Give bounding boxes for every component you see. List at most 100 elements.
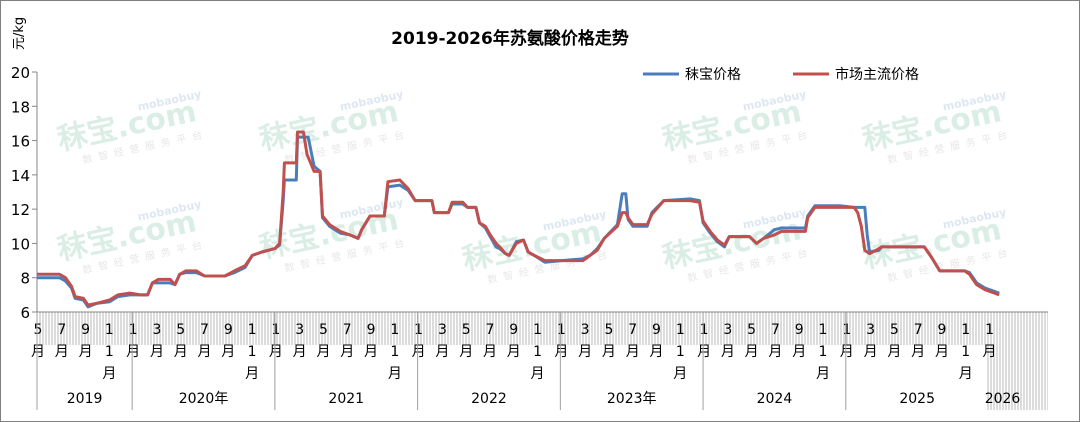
x-tick-label: 月 (198, 344, 212, 360)
x-tick-label: 1 (271, 322, 280, 338)
x-tick-label: 1 (819, 322, 828, 338)
x-tick-label: 月 (745, 344, 759, 360)
x-tick-label: 月 (316, 344, 330, 360)
x-tick-label: 月 (364, 344, 378, 360)
year-label: 2020年 (179, 391, 229, 407)
y-tick-label: 10 (11, 235, 30, 253)
year-label: 2024 (757, 391, 793, 407)
x-tick-label: 5 (462, 322, 471, 338)
x-tick-label: 3 (723, 322, 732, 338)
x-tick-label: 月 (959, 366, 973, 382)
x-tick-label: 9 (224, 322, 233, 338)
x-tick-label: 月 (55, 344, 69, 360)
year-label: 2019 (67, 391, 103, 407)
year-label: 2021 (328, 391, 364, 407)
year-label: 2023年 (607, 391, 657, 407)
x-tick-label: 1 (105, 344, 114, 360)
x-tick-label: 3 (152, 322, 161, 338)
x-tick-label: 7 (200, 322, 209, 338)
x-tick-label: 月 (31, 344, 45, 360)
y-tick-label: 6 (20, 304, 30, 322)
year-label: 2022 (471, 391, 507, 407)
x-tick-label: 3 (438, 322, 447, 338)
series-line-market-price (37, 130, 1000, 307)
x-tick-label: 1 (390, 344, 399, 360)
x-tick-label: 7 (771, 322, 780, 338)
x-tick-label: 7 (343, 322, 352, 338)
x-tick-label: 5 (747, 322, 756, 338)
x-axis-minor-ticks (37, 312, 1048, 345)
y-tick-label: 18 (11, 98, 30, 116)
x-tick-label: 月 (531, 366, 545, 382)
x-tick-label: 3 (866, 322, 875, 338)
y-tick-label: 14 (11, 167, 30, 185)
x-tick-label: 月 (840, 344, 854, 360)
chart-title: 2019-2026年苏氨酸价格走势 (391, 28, 629, 49)
x-tick-label: 月 (602, 344, 616, 360)
x-tick-label: 月 (816, 366, 830, 382)
x-tick-label: 1 (533, 344, 542, 360)
x-tick-label: 1 (985, 322, 994, 338)
x-tick-label: 月 (245, 366, 259, 382)
x-tick-label: 3 (581, 322, 590, 338)
x-tick-label: 月 (269, 344, 283, 360)
x-tick-label: 月 (911, 344, 925, 360)
x-axis-minor-ticks (986, 312, 1048, 410)
x-tick-label: 5 (176, 322, 185, 338)
x-tick-label: 1 (557, 322, 566, 338)
x-tick-label: 1 (961, 322, 970, 338)
x-tick-label: 月 (79, 344, 93, 360)
x-tick-label: 月 (673, 366, 687, 382)
x-tick-label: 月 (697, 344, 711, 360)
y-tick-label: 16 (11, 133, 30, 151)
legend-label: 秣宝价格 (685, 66, 741, 83)
x-tick-label: 月 (459, 344, 473, 360)
year-label: 2026 (985, 391, 1021, 407)
y-axis-label: 元/kg (12, 17, 27, 50)
x-tick-label: 月 (578, 344, 592, 360)
x-tick-label: 7 (628, 322, 637, 338)
x-tick-label: 月 (388, 366, 402, 382)
y-tick-label: 12 (11, 201, 30, 219)
x-tick-label: 月 (340, 344, 354, 360)
x-tick-label: 月 (792, 344, 806, 360)
x-tick-label: 7 (914, 322, 923, 338)
x-tick-label: 1 (819, 344, 828, 360)
x-tick-label: 5 (604, 322, 613, 338)
x-tick-label: 9 (81, 322, 90, 338)
x-tick-label: 月 (483, 344, 497, 360)
x-tick-label: 7 (57, 322, 66, 338)
x-tick-label: 月 (174, 344, 188, 360)
x-tick-label: 1 (390, 322, 399, 338)
x-tick-label: 月 (864, 344, 878, 360)
x-tick-label: 月 (768, 344, 782, 360)
x-tick-label: 1 (842, 322, 851, 338)
x-tick-label: 月 (983, 344, 997, 360)
x-tick-label: 月 (887, 344, 901, 360)
x-tick-label: 9 (367, 322, 376, 338)
x-tick-label: 月 (721, 344, 735, 360)
x-tick-label: 5 (890, 322, 899, 338)
year-label: 2025 (899, 391, 935, 407)
x-tick-label: 1 (129, 322, 138, 338)
y-tick-label: 8 (20, 270, 30, 288)
x-tick-label: 月 (102, 366, 116, 382)
x-tick-label: 月 (935, 344, 949, 360)
x-tick-label: 1 (533, 322, 542, 338)
x-tick-label: 1 (248, 344, 257, 360)
x-tick-label: 月 (293, 344, 307, 360)
x-tick-label: 1 (414, 322, 423, 338)
x-tick-label: 5 (319, 322, 328, 338)
x-tick-label: 月 (126, 344, 140, 360)
x-tick-label: 9 (795, 322, 804, 338)
x-tick-label: 1 (676, 322, 685, 338)
x-tick-label: 月 (150, 344, 164, 360)
